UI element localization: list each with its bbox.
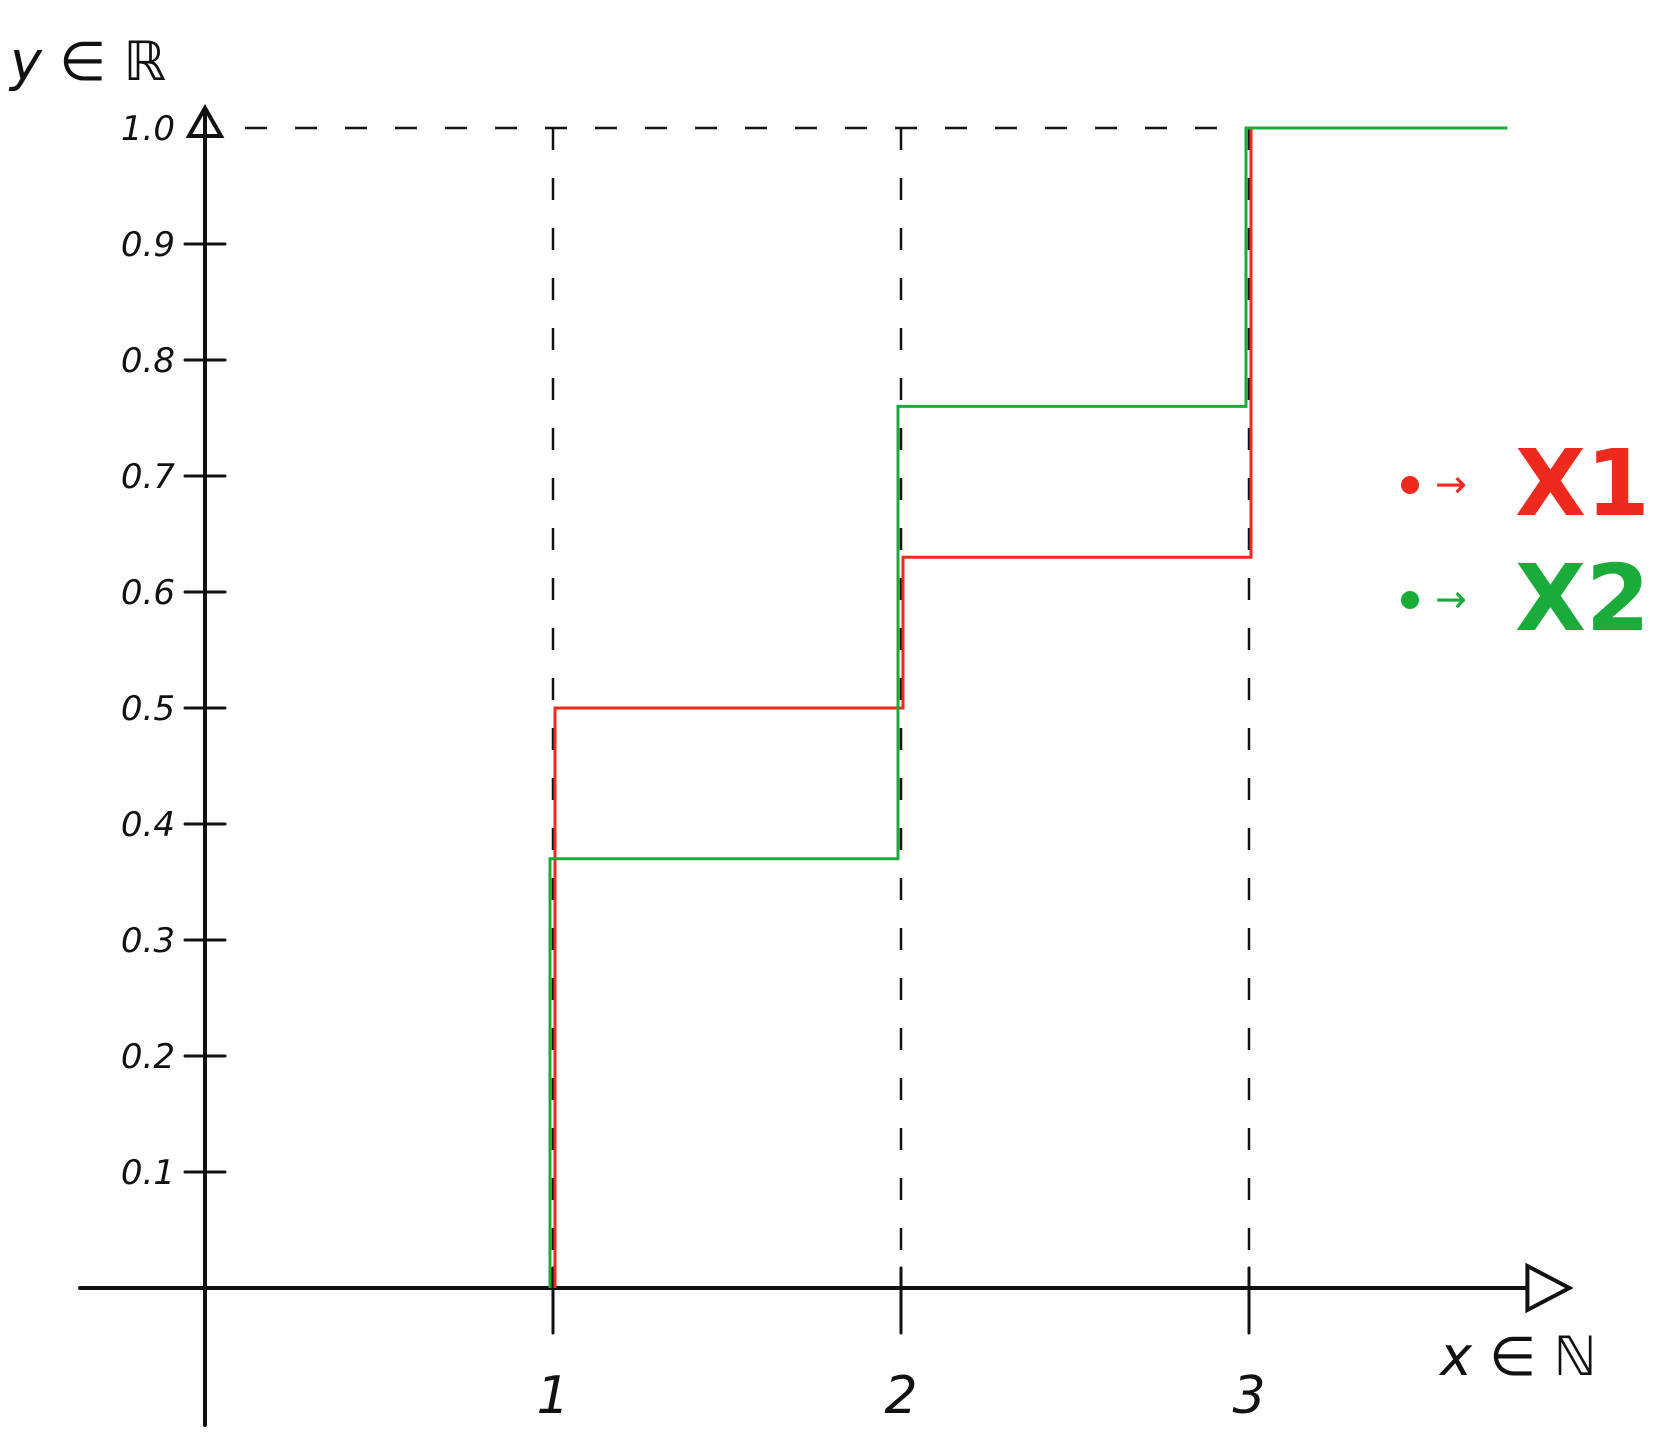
legend-arrow-x2: → (1435, 577, 1467, 621)
y-tick-label-0.3: 0.3 (121, 921, 175, 961)
x-axis-title: x ∈ ℕ (1438, 1325, 1597, 1388)
legend-label-x2: X2 (1515, 545, 1650, 652)
series-line-x2 (548, 126, 1508, 1288)
y-tick-label-0.4: 0.4 (121, 805, 175, 845)
y-tick-label-0.1: 0.1 (121, 1153, 175, 1193)
x-ticks: 1 2 3 (536, 1266, 1266, 1426)
y-tick-label-0.2: 0.2 (121, 1037, 175, 1077)
y-axis-title: y ∈ ℝ (8, 30, 166, 93)
legend-item-x1: → X1 (1401, 430, 1650, 537)
x-tick-label-2: 2 (884, 1366, 917, 1426)
legend-marker-x2 (1401, 591, 1419, 609)
y-tick-label-0.5: 0.5 (121, 689, 175, 729)
y-tick-label-1.0: 1.0 (121, 109, 175, 149)
legend: → X1 → X2 (1401, 430, 1650, 652)
x-tick-label-3: 3 (1232, 1366, 1265, 1426)
x-tick-label-1: 1 (536, 1366, 569, 1426)
legend-arrow-x1: → (1435, 462, 1467, 506)
y-tick-label-0.6: 0.6 (121, 573, 175, 613)
x-axis-arrowhead (1525, 1262, 1574, 1314)
series-lines (548, 126, 1508, 1288)
legend-item-x2: → X2 (1401, 545, 1650, 652)
dashed-guide-lines (245, 126, 1251, 1288)
y-tick-label-0.7: 0.7 (121, 457, 175, 497)
legend-label-x1: X1 (1515, 430, 1650, 537)
y-ticks: 0.1 0.2 0.3 0.4 0.5 0.6 0.7 0.8 0.9 1.0 (121, 109, 227, 1193)
axes (78, 103, 1574, 1427)
y-tick-label-0.9: 0.9 (121, 225, 175, 265)
y-axis-arrowhead (185, 103, 225, 138)
legend-marker-x1 (1401, 476, 1419, 494)
y-tick-label-0.8: 0.8 (121, 341, 175, 381)
series-line-x1 (553, 126, 1508, 1288)
